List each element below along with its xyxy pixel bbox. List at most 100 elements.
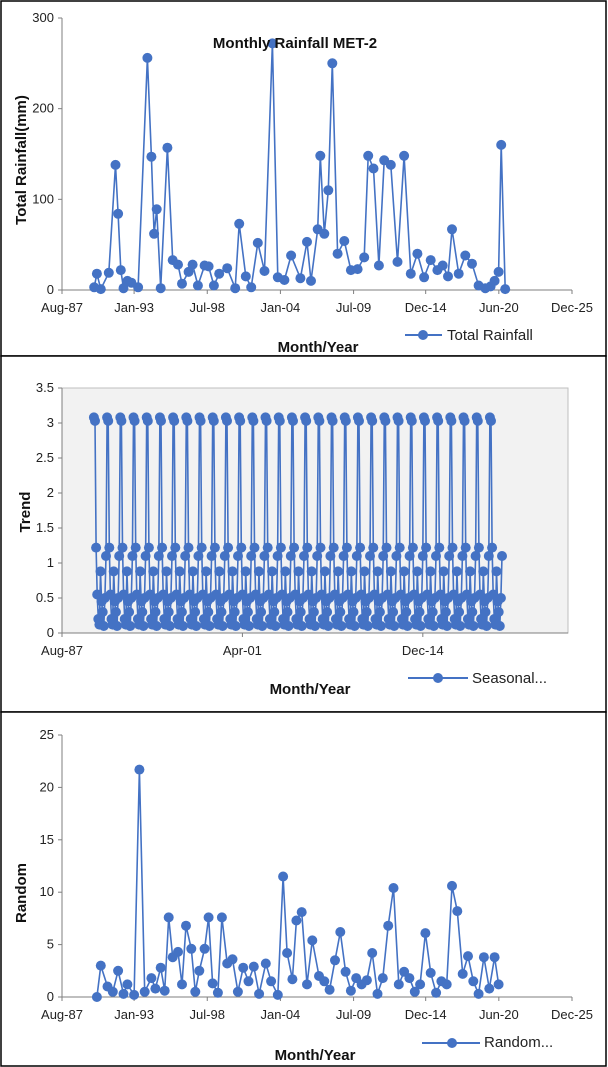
random-x-tick-label: Jan-04 xyxy=(261,1007,301,1022)
seasonal-data-point xyxy=(274,415,285,426)
rainfall-data-point xyxy=(496,139,507,150)
seasonal-data-point xyxy=(319,566,330,577)
seasonal-data-point xyxy=(480,607,491,617)
seasonal-data-point xyxy=(415,621,426,631)
rainfall-data-point xyxy=(240,271,251,282)
seasonal-data-point xyxy=(193,551,204,561)
rainfall-data-point xyxy=(323,185,334,196)
rainfall-data-point xyxy=(493,266,504,277)
seasonal-data-point xyxy=(314,415,325,426)
seasonal-data-point xyxy=(467,607,478,617)
seasonal-data-point xyxy=(222,415,232,426)
seasonal-data-point xyxy=(301,415,312,426)
seasonal-y-tick-label: 0 xyxy=(47,625,54,640)
seasonal-data-point xyxy=(98,621,109,631)
random-data-point xyxy=(302,979,312,990)
seasonal-data-point xyxy=(402,621,413,631)
seasonal-data-point xyxy=(229,607,240,617)
seasonal-data-point xyxy=(348,607,359,617)
random-data-point xyxy=(484,983,495,994)
seasonal-data-point xyxy=(153,551,164,561)
seasonal-data-point xyxy=(323,621,334,631)
seasonal-data-point xyxy=(101,551,111,561)
seasonal-data-point xyxy=(351,551,362,561)
rainfall-y-axis-title: Total Rainfall(mm) xyxy=(13,95,30,225)
seasonal-data-point xyxy=(242,607,253,617)
seasonal-data-point xyxy=(164,621,175,631)
seasonal-data-point xyxy=(497,551,507,561)
seasonal-data-point xyxy=(322,607,333,617)
random-data-point xyxy=(493,979,504,990)
random-chart: 0 5 10 15 20 25 Aug-87 Jan-93 Jul-98 Jan-04 Jul-09… xyxy=(13,727,593,1064)
seasonal-data-point xyxy=(214,566,225,577)
seasonal-data-point xyxy=(182,415,193,426)
seasonal-data-point xyxy=(473,542,484,553)
seasonal-data-point xyxy=(293,566,304,577)
random-data-point xyxy=(377,973,388,984)
rainfall-data-point xyxy=(149,228,160,239)
random-y-tick-label: 5 xyxy=(47,937,54,952)
seasonal-data-point xyxy=(427,607,438,617)
rainfall-data-point xyxy=(155,283,166,294)
seasonal-data-point xyxy=(481,621,492,631)
random-data-point xyxy=(345,985,356,996)
seasonal-data-point xyxy=(110,607,121,617)
seasonal-data-point xyxy=(270,621,281,631)
seasonal-data-point xyxy=(380,415,391,426)
random-data-point xyxy=(393,979,404,990)
random-data-point xyxy=(155,962,166,973)
rainfall-data-point xyxy=(234,218,245,229)
seasonal-data-point xyxy=(296,621,307,631)
seasonal-data-point xyxy=(262,542,273,553)
seasonal-data-point xyxy=(206,551,217,561)
seasonal-chart: 0 0.5 1 1.5 2 2.5 3 3.5 Aug-87 Apr-01 Dec-14 Month… xyxy=(17,380,569,698)
random-data-point xyxy=(91,992,102,1002)
rainfall-legend-label: Total Rainfall xyxy=(447,327,533,344)
seasonal-data-point xyxy=(167,551,177,561)
seasonal-y-axis-title: Trend xyxy=(17,492,34,533)
random-data-point xyxy=(173,946,183,957)
random-data-point xyxy=(383,920,394,931)
rainfall-data-point xyxy=(500,284,511,295)
seasonal-data-point xyxy=(407,542,418,553)
rainfall-data-point xyxy=(214,268,225,279)
seasonal-data-point xyxy=(446,415,457,426)
seasonal-series xyxy=(88,412,507,631)
random-x-tick-label: Jul-98 xyxy=(190,1007,225,1022)
seasonal-y-tick-label: 0.5 xyxy=(36,590,54,605)
rainfall-x-tick-label: Jul-98 xyxy=(190,300,225,315)
seasonal-data-point xyxy=(285,551,296,561)
rainfall-data-point xyxy=(399,150,410,161)
rainfall-data-point xyxy=(327,58,338,69)
random-data-point xyxy=(150,983,161,994)
seasonal-data-point xyxy=(138,621,149,631)
seasonal-data-point xyxy=(376,621,386,631)
rainfall-data-point xyxy=(368,163,379,174)
random-data-point xyxy=(163,912,174,923)
random-data-point xyxy=(296,907,307,918)
seasonal-data-point xyxy=(417,551,428,561)
seasonal-data-point xyxy=(438,566,449,577)
seasonal-data-point xyxy=(283,621,294,631)
random-x-tick-label: Jun-20 xyxy=(479,1007,519,1022)
seasonal-data-point xyxy=(112,621,122,631)
rainfall-data-point xyxy=(332,248,343,259)
seasonal-y-tick-label: 2 xyxy=(47,485,54,500)
seasonal-data-point xyxy=(414,607,425,617)
seasonal-data-point xyxy=(336,621,347,631)
rainfall-data-point xyxy=(467,258,477,269)
seasonal-data-point xyxy=(130,542,141,553)
seasonal-data-point xyxy=(472,415,483,426)
seasonal-data-point xyxy=(178,621,188,631)
seasonal-data-point xyxy=(125,621,136,631)
seasonal-data-point xyxy=(127,551,138,561)
rainfall-data-point xyxy=(489,275,500,286)
seasonal-data-point xyxy=(196,542,207,553)
random-data-point xyxy=(194,965,205,976)
rainfall-data-point xyxy=(373,260,384,271)
seasonal-data-point xyxy=(97,607,108,617)
seasonal-data-point xyxy=(95,566,106,577)
seasonal-data-point xyxy=(378,551,389,561)
seasonal-data-point xyxy=(233,551,243,561)
